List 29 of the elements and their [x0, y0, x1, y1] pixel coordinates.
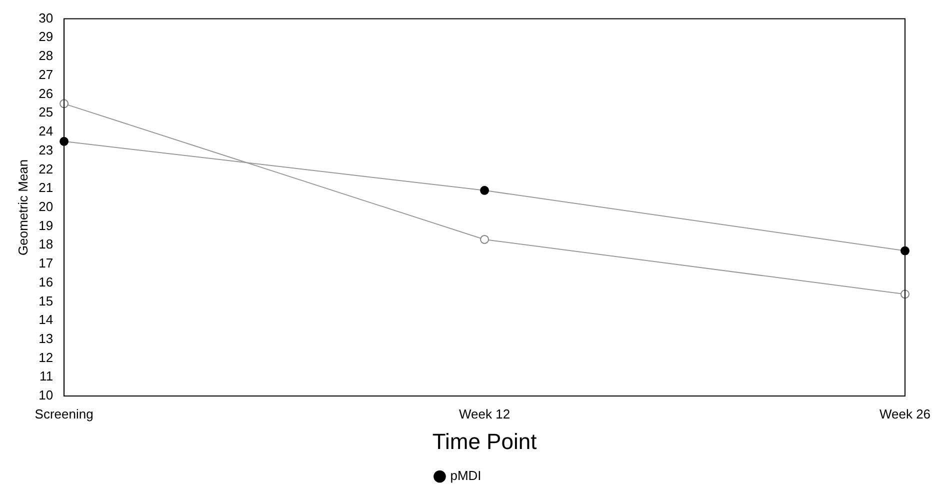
y-tick-label: 21 — [38, 180, 54, 196]
y-tick-label: 29 — [38, 29, 54, 44]
y-tick-label: 14 — [38, 312, 54, 328]
x-tick-label: Week 12 — [458, 406, 510, 422]
y-tick-label: 30 — [38, 10, 54, 26]
y-tick-label: 19 — [38, 218, 54, 233]
y-tick-label: 28 — [38, 48, 54, 64]
y-tick-label: 23 — [38, 142, 54, 158]
y-tick-label: 25 — [38, 104, 54, 120]
y-tick-label: 12 — [38, 350, 54, 365]
point — [480, 234, 490, 244]
y-tick-label: 27 — [38, 66, 54, 82]
y-tick-label: 11 — [40, 368, 54, 384]
y-tick-label: 15 — [38, 293, 54, 308]
legend-label: pMDI — [450, 468, 482, 484]
point — [480, 186, 490, 195]
y-tick-label: 13 — [38, 331, 54, 346]
x-tick-label: Screening — [34, 406, 94, 422]
y-tick-label: 22 — [38, 161, 54, 176]
y-tick-label: 20 — [38, 198, 54, 214]
x-axis-title: Time Point — [432, 428, 537, 454]
y-axis-title: Geometric Mean — [15, 159, 30, 256]
y-tick-label: 17 — [38, 256, 54, 271]
x-tick-label: Week 26 — [879, 406, 931, 422]
y-tick-label: 26 — [38, 86, 54, 101]
y-tick-label: 10 — [38, 388, 54, 403]
y-tick-label: 18 — [38, 236, 54, 252]
y-tick-label: 24 — [38, 124, 54, 139]
y-tick-label: 16 — [38, 274, 54, 290]
